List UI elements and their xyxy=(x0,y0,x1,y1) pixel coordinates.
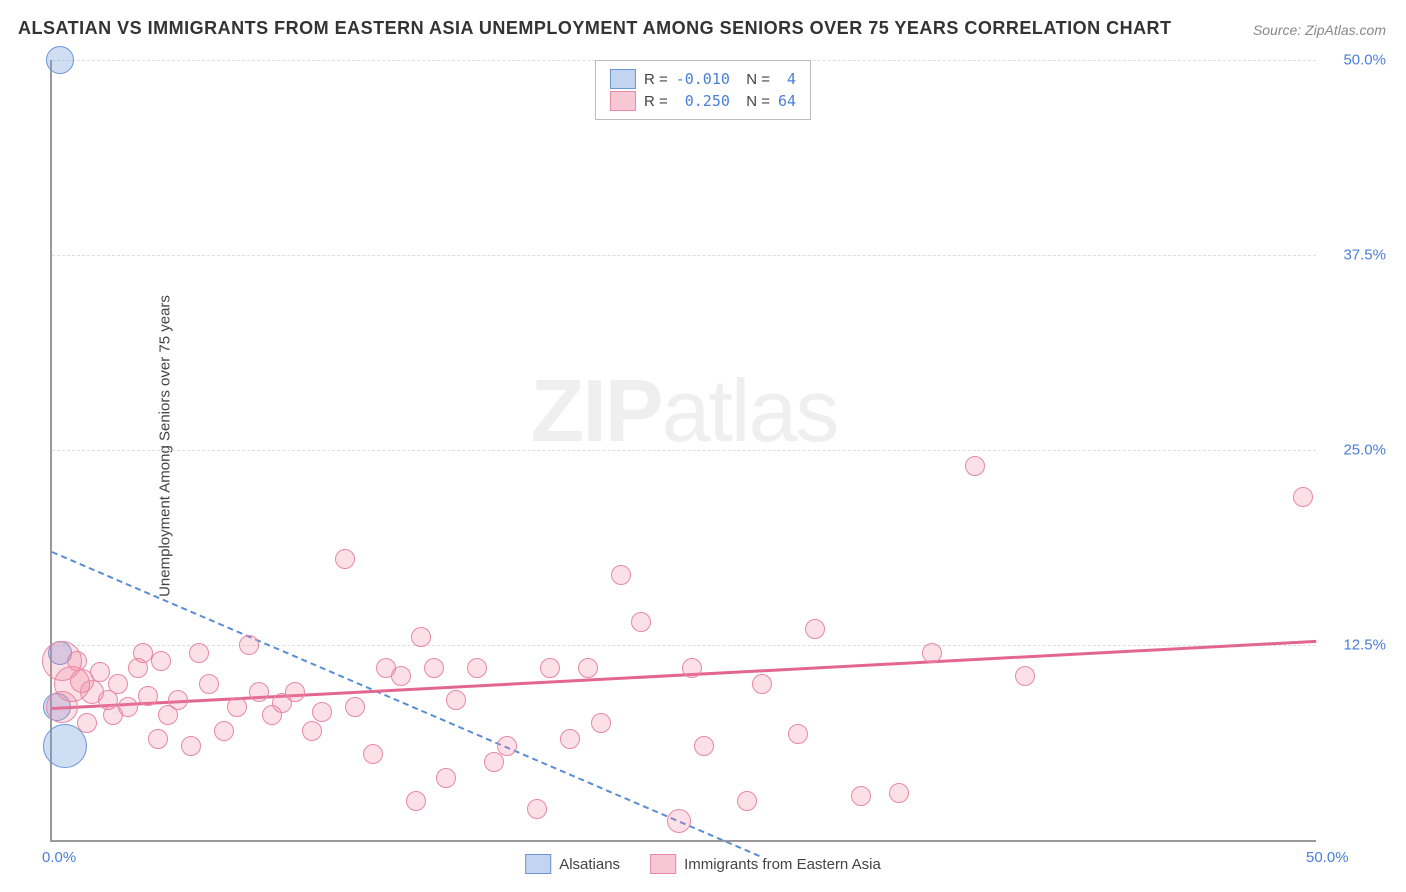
n-value-alsatians: 4 xyxy=(778,70,796,88)
data-point xyxy=(239,635,259,655)
legend-item-alsatians: Alsatians xyxy=(525,854,620,874)
data-point xyxy=(805,619,825,639)
data-point xyxy=(411,627,431,647)
data-point xyxy=(181,736,201,756)
gridline xyxy=(52,255,1316,256)
swatch-pink xyxy=(610,91,636,111)
r-value-alsatians: -0.010 xyxy=(676,70,730,88)
data-point xyxy=(752,674,772,694)
data-point xyxy=(168,690,188,710)
source-label: Source: ZipAtlas.com xyxy=(1253,22,1386,38)
data-point xyxy=(1293,487,1313,507)
data-point xyxy=(560,729,580,749)
data-point xyxy=(199,674,219,694)
n-value-immigrants: 64 xyxy=(778,92,796,110)
data-point xyxy=(694,736,714,756)
data-point xyxy=(922,643,942,663)
y-tick-label: 25.0% xyxy=(1343,442,1386,459)
legend-label-alsatians: Alsatians xyxy=(559,856,620,873)
data-point xyxy=(467,658,487,678)
chart-title: ALSATIAN VS IMMIGRANTS FROM EASTERN ASIA… xyxy=(18,18,1172,39)
n-label: N = xyxy=(738,71,770,88)
swatch-pink xyxy=(650,854,676,874)
data-point xyxy=(227,697,247,717)
data-point xyxy=(90,662,110,682)
data-point xyxy=(540,658,560,678)
data-point xyxy=(851,786,871,806)
trend-line xyxy=(52,551,761,857)
gridline xyxy=(52,450,1316,451)
n-label: N = xyxy=(738,93,770,110)
legend-row-immigrants: R = 0.250 N = 64 xyxy=(610,91,796,111)
data-point xyxy=(148,729,168,749)
data-point xyxy=(527,799,547,819)
data-point xyxy=(77,713,97,733)
data-point xyxy=(611,565,631,585)
data-point xyxy=(682,658,702,678)
data-point xyxy=(631,612,651,632)
data-point xyxy=(312,702,332,722)
data-point xyxy=(436,768,456,788)
data-point xyxy=(578,658,598,678)
data-point xyxy=(788,724,808,744)
data-point xyxy=(46,46,74,74)
data-point xyxy=(345,697,365,717)
correlation-legend: R = -0.010 N = 4 R = 0.250 N = 64 xyxy=(595,60,811,120)
data-point xyxy=(446,690,466,710)
legend-item-immigrants: Immigrants from Eastern Asia xyxy=(650,854,881,874)
legend-row-alsatians: R = -0.010 N = 4 xyxy=(610,69,796,89)
data-point xyxy=(497,736,517,756)
data-point xyxy=(965,456,985,476)
data-point xyxy=(335,549,355,569)
data-point xyxy=(138,686,158,706)
data-point xyxy=(151,651,171,671)
watermark: ZIPatlas xyxy=(531,360,838,462)
y-tick-label: 37.5% xyxy=(1343,247,1386,264)
data-point xyxy=(43,724,87,768)
data-point xyxy=(302,721,322,741)
r-label: R = xyxy=(644,71,668,88)
data-point xyxy=(889,783,909,803)
r-label: R = xyxy=(644,93,668,110)
data-point xyxy=(406,791,426,811)
data-point xyxy=(424,658,444,678)
data-point xyxy=(46,691,78,723)
data-point xyxy=(591,713,611,733)
data-point xyxy=(214,721,234,741)
legend-label-immigrants: Immigrants from Eastern Asia xyxy=(684,856,881,873)
chart-plot-area: ZIPatlas 12.5%25.0%37.5%50.0%0.0%50.0% xyxy=(50,60,1316,842)
data-point xyxy=(108,674,128,694)
x-tick-label: 0.0% xyxy=(42,849,76,866)
data-point xyxy=(189,643,209,663)
y-tick-label: 12.5% xyxy=(1343,637,1386,654)
x-tick-label: 50.0% xyxy=(1306,849,1349,866)
data-point xyxy=(285,682,305,702)
data-point xyxy=(667,809,691,833)
data-point xyxy=(737,791,757,811)
data-point xyxy=(118,697,138,717)
swatch-blue xyxy=(610,69,636,89)
data-point xyxy=(67,651,87,671)
data-point xyxy=(1015,666,1035,686)
y-tick-label: 50.0% xyxy=(1343,52,1386,69)
r-value-immigrants: 0.250 xyxy=(676,92,730,110)
swatch-blue xyxy=(525,854,551,874)
data-point xyxy=(249,682,269,702)
data-point xyxy=(363,744,383,764)
data-point xyxy=(391,666,411,686)
series-legend: Alsatians Immigrants from Eastern Asia xyxy=(525,854,881,874)
